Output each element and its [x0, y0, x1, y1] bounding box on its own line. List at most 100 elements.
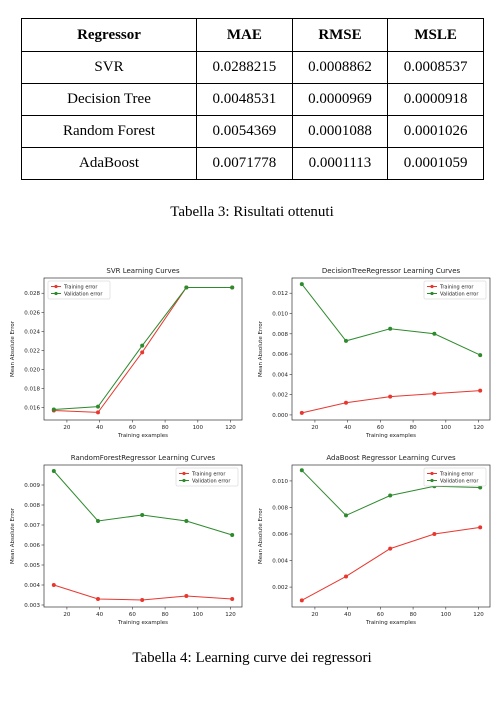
y-tick-label: 0.026: [24, 310, 40, 316]
legend-label: Validation error: [64, 291, 103, 297]
data-point: [96, 519, 100, 523]
x-tick-label: 20: [63, 612, 70, 618]
y-tick-label: 0.010: [272, 479, 288, 485]
chart-title: RandomForestRegressor Learning Curves: [71, 454, 216, 462]
x-tick-label: 80: [410, 612, 417, 618]
x-axis-label: Training examples: [117, 433, 168, 439]
table-row: SVR 0.0288215 0.0008862 0.0008537: [21, 51, 484, 84]
data-point: [478, 485, 483, 490]
data-point: [344, 513, 348, 518]
cell-msle: 0.0008537: [387, 51, 484, 84]
legend-marker: [430, 291, 434, 296]
legend-label: Training error: [439, 471, 474, 477]
x-tick-label: 40: [344, 425, 351, 431]
cell-mae: 0.0071778: [196, 147, 293, 180]
x-tick-label: 80: [162, 612, 169, 618]
plot-frame: [291, 464, 491, 608]
cell-regressor: Random Forest: [21, 115, 197, 148]
legend-label: Validation error: [192, 478, 231, 484]
header-msle: MSLE: [387, 18, 484, 52]
x-axis-label: Training examples: [365, 433, 416, 439]
data-point: [432, 532, 437, 537]
data-point: [96, 404, 100, 409]
y-tick-label: 0.006: [272, 532, 288, 538]
x-tick-label: 120: [473, 425, 484, 431]
x-tick-label: 120: [225, 612, 236, 618]
series-line: [53, 287, 233, 411]
figure-caption: Tabella 4: Learning curve dei regressori: [132, 650, 372, 666]
data-point: [184, 285, 189, 290]
cell-regressor: AdaBoost: [21, 147, 197, 180]
y-tick-label: 0.000: [272, 413, 288, 419]
data-point: [140, 513, 145, 517]
x-tick-label: 40: [96, 612, 103, 618]
table-row: Random Forest 0.0054369 0.0001088 0.0001…: [21, 115, 484, 148]
y-tick-label: 0.007: [24, 523, 40, 529]
data-point: [388, 493, 393, 498]
legend-box: [175, 467, 239, 487]
data-point: [388, 546, 393, 551]
cell-mae: 0.0054369: [196, 115, 293, 148]
legend-marker: [430, 284, 434, 289]
y-tick-label: 0.002: [272, 585, 288, 591]
x-tick-label: 120: [225, 425, 236, 431]
header-regressor: Regressor: [21, 18, 197, 52]
adaboost-learning-curve-chart: AdaBoost Regressor Learning Curves 20 40 60…: [252, 447, 498, 629]
legend-marker: [430, 471, 434, 476]
table-row: Decision Tree 0.0048531 0.0000969 0.0000…: [21, 83, 484, 116]
series-line: [301, 526, 481, 601]
y-axis-label: Mean Absolute Error: [258, 507, 264, 564]
cell-msle: 0.0001059: [387, 147, 484, 180]
data-point: [344, 400, 348, 405]
x-tick-label: 40: [96, 425, 103, 431]
legend-label: Training error: [439, 284, 474, 290]
y-tick-label: 0.004: [24, 583, 40, 589]
x-tick-label: 60: [129, 425, 136, 431]
data-point: [230, 533, 235, 537]
data-point: [51, 469, 56, 473]
data-point: [432, 331, 437, 336]
y-axis-label: Mean Absolute Error: [258, 320, 264, 377]
chart-svg: DecisionTreeRegressor Learning Curves 20 4…: [258, 267, 491, 439]
data-point: [344, 574, 348, 579]
cell-rmse: 0.0001088: [291, 115, 389, 148]
plot-frame: [43, 464, 243, 608]
x-tick-label: 100: [193, 612, 204, 618]
random-forest-learning-curve-chart: RandomForestRegressor Learning Curves 20 4…: [4, 447, 250, 629]
cell-regressor: Decision Tree: [21, 83, 197, 116]
x-tick-label: 100: [193, 425, 204, 431]
data-point: [344, 338, 348, 343]
legend-label: Validation error: [440, 291, 479, 297]
results-table: Regressor MAE RMSE MSLE SVR 0.0288215 0.…: [21, 18, 484, 180]
legend-label: Validation error: [440, 478, 479, 484]
chart-svg: AdaBoost Regressor Learning Curves 20 40 60…: [258, 454, 491, 626]
y-tick-label: 0.006: [272, 352, 288, 358]
data-point: [140, 350, 145, 355]
data-point: [478, 353, 483, 358]
cell-regressor: SVR: [21, 51, 197, 84]
legend-marker: [54, 291, 58, 296]
y-tick-label: 0.024: [24, 329, 40, 335]
data-point: [478, 525, 483, 530]
header-rmse: RMSE: [291, 18, 389, 52]
x-tick-label: 20: [311, 425, 318, 431]
data-point: [299, 282, 304, 287]
y-axis-label: Mean Absolute Error: [10, 320, 16, 377]
y-tick-label: 0.003: [24, 603, 40, 609]
chart-title: DecisionTreeRegressor Learning Curves: [322, 267, 461, 275]
y-tick-label: 0.022: [24, 348, 40, 354]
data-point: [299, 468, 304, 473]
x-tick-label: 100: [441, 425, 452, 431]
data-point: [96, 597, 100, 601]
y-tick-label: 0.009: [24, 483, 40, 489]
x-tick-label: 120: [473, 612, 484, 618]
chart-svg: SVR Learning Curves 20 40 60 80 100 120 0.016 0.…: [10, 267, 243, 439]
x-tick-label: 60: [377, 612, 384, 618]
x-tick-label: 20: [63, 425, 70, 431]
x-tick-label: 20: [311, 612, 318, 618]
y-tick-label: 0.010: [272, 312, 288, 318]
x-tick-label: 100: [441, 612, 452, 618]
